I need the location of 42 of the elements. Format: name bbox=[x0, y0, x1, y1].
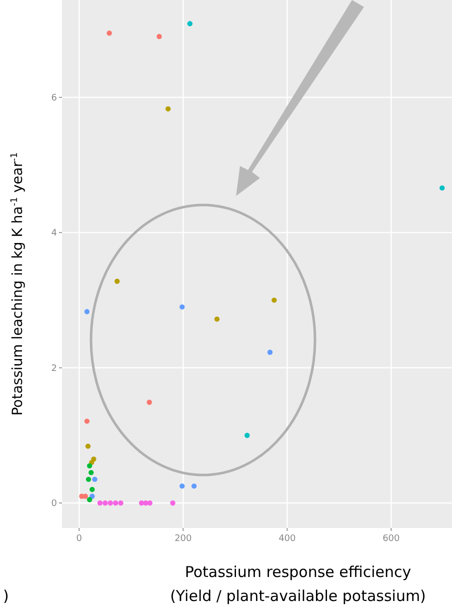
y-tick-label: 2 bbox=[51, 364, 57, 374]
point bbox=[106, 30, 112, 36]
point bbox=[108, 500, 113, 506]
y-tick-label: 4 bbox=[51, 228, 58, 239]
x-tick-label: 200 bbox=[174, 534, 192, 544]
point bbox=[97, 500, 103, 506]
point bbox=[244, 432, 250, 438]
x-axis-title: Potassium response efficiency (Yield / plant-available potassium) bbox=[170, 563, 426, 605]
point bbox=[146, 400, 152, 405]
point bbox=[102, 500, 108, 506]
point bbox=[91, 456, 96, 462]
point bbox=[86, 497, 92, 502]
y-tick-label: 0 bbox=[51, 498, 58, 509]
point bbox=[86, 476, 92, 482]
point bbox=[191, 483, 197, 489]
x-tick-label: 400 bbox=[278, 534, 296, 544]
x-tick-label: 0 bbox=[76, 534, 82, 544]
point bbox=[88, 470, 94, 476]
point bbox=[156, 34, 162, 40]
text: ) bbox=[3, 587, 9, 605]
point bbox=[170, 500, 176, 506]
point bbox=[84, 418, 90, 424]
point bbox=[272, 298, 277, 303]
point bbox=[92, 476, 98, 482]
point bbox=[267, 350, 273, 355]
point bbox=[180, 304, 185, 310]
point bbox=[180, 483, 185, 489]
point bbox=[118, 500, 124, 506]
point bbox=[440, 185, 445, 191]
point bbox=[165, 106, 171, 112]
point bbox=[147, 500, 152, 506]
x-tick-label: 600 bbox=[382, 534, 400, 544]
point bbox=[114, 278, 120, 284]
point bbox=[90, 494, 95, 499]
y-tick-label: 6 bbox=[51, 93, 58, 104]
point bbox=[214, 316, 220, 322]
point bbox=[112, 500, 118, 506]
point bbox=[90, 486, 95, 492]
point bbox=[84, 309, 90, 314]
point bbox=[86, 463, 92, 468]
point bbox=[85, 444, 91, 449]
point bbox=[187, 21, 193, 26]
